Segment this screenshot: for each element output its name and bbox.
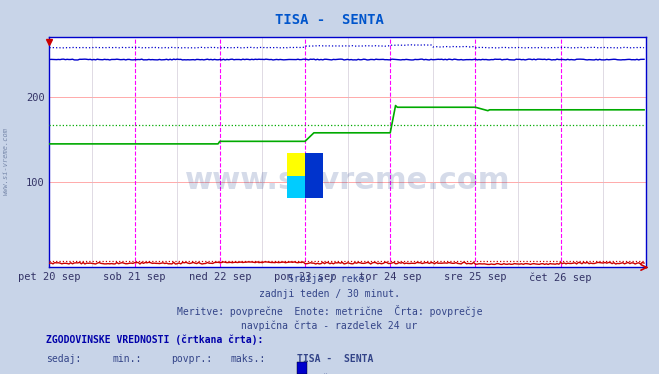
Text: www.si-vreme.com: www.si-vreme.com [2, 127, 9, 195]
Text: TISA -  SENTA: TISA - SENTA [275, 13, 384, 27]
Bar [304, 153, 323, 198]
Text: sedaj:: sedaj: [46, 354, 81, 364]
Text: maks.:: maks.: [231, 354, 266, 364]
Text: povpr.:: povpr.: [171, 354, 212, 364]
Text: min.:: min.: [112, 354, 142, 364]
Text: ZGODOVINSKE VREDNOSTI (črtkana črta):: ZGODOVINSKE VREDNOSTI (črtkana črta): [46, 335, 264, 345]
Text: Srbija / reke.: Srbija / reke. [289, 274, 370, 284]
Text: TISA -  SENTA: TISA - SENTA [297, 354, 373, 364]
Bar [287, 176, 304, 198]
Text: zadnji teden / 30 minut.: zadnji teden / 30 minut. [259, 289, 400, 300]
Text: navpična črta - razdelek 24 ur: navpična črta - razdelek 24 ur [241, 321, 418, 331]
Bar [287, 153, 304, 176]
Text: www.si-vreme.com: www.si-vreme.com [185, 166, 510, 194]
Text: Meritve: povprečne  Enote: metrične  Črta: povprečje: Meritve: povprečne Enote: metrične Črta:… [177, 305, 482, 317]
